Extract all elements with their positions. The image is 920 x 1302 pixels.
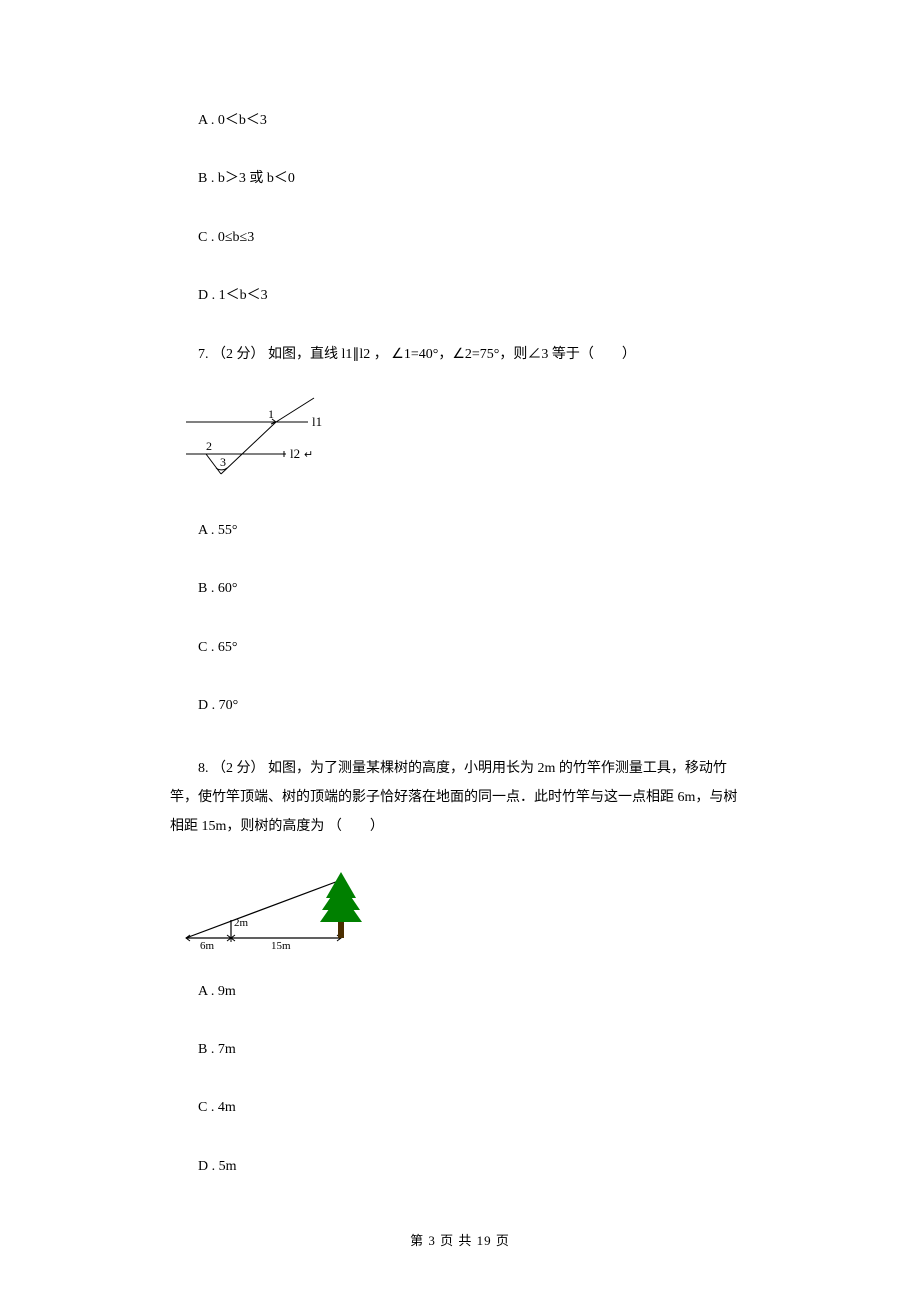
q8-option-a: A . 9m [198,981,750,1003]
q8-stem: 8. （2 分） 如图，为了测量某棵树的高度，小明用长为 2m 的竹竿作测量工具… [170,754,750,842]
q7-option-d: D . 70° [198,695,750,717]
q6-option-d: D . 1＜b＜3 [198,285,750,307]
q8-label-6m: 6m [200,940,215,952]
q7-option-b: B . 60° [198,578,750,600]
q7-label-3: 3 [220,455,226,469]
q7-label-2: 2 [206,439,212,453]
q6-option-b: B . b＞3 或 b＜0 [198,168,750,190]
q8-number: 8. [198,761,209,776]
q8-figure: 2m 6m 15m [176,868,750,953]
q8-points: （2 分） [212,761,265,776]
q6-option-a: A . 0＜b＜3 [198,110,750,132]
q6-option-c: C . 0≤b≤3 [198,227,750,249]
q8-option-b: B . 7m [198,1039,750,1061]
q7-stem: 7. （2 分） 如图，直线 l1∥l2 ， ∠1=40°，∠2=75°，则∠3… [198,344,750,366]
q7-option-a: A . 55° [198,520,750,542]
q8-label-15m: 15m [271,940,291,952]
q7-option-c: C . 65° [198,637,750,659]
q7-text: 如图，直线 l1∥l2 ， ∠1=40°，∠2=75°，则∠3 等于（ ） [268,347,636,362]
q8-label-2m: 2m [234,917,249,929]
q7-label-l1: l1 [312,414,322,429]
q7-points: （2 分） [212,347,265,362]
q7-caret: ↵ [304,449,313,461]
page: A . 0＜b＜3 B . b＞3 或 b＜0 C . 0≤b≤3 D . 1＜… [0,0,920,1302]
q7-figure: 1 2 3 l1 l2 ↵ [176,392,750,492]
q7-label-l2: l2 [290,446,300,461]
page-footer: 第 3 页 共 19 页 [0,1231,920,1252]
q7-number: 7. [198,347,209,362]
q8-option-d: D . 5m [198,1156,750,1178]
q7-label-1: 1 [268,407,274,421]
q8-option-c: C . 4m [198,1097,750,1119]
